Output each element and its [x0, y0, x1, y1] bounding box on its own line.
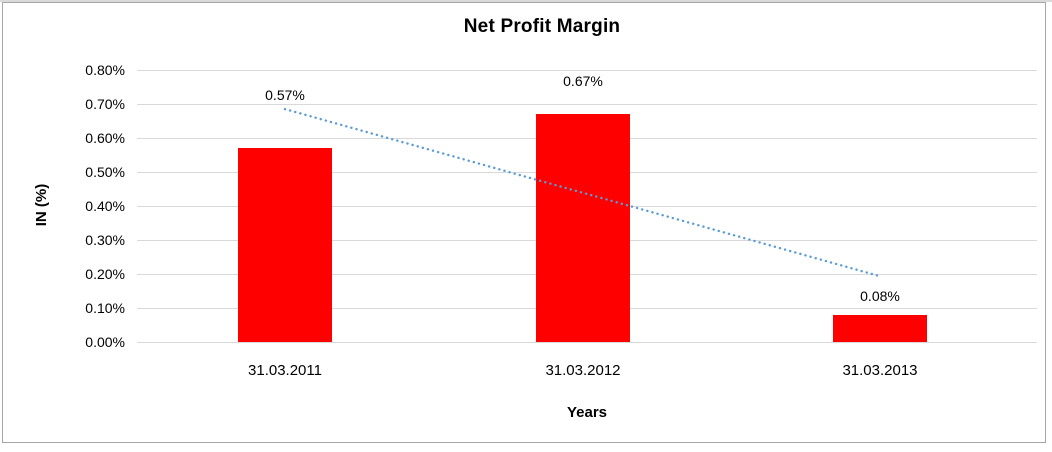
window-edge [0, 0, 1052, 2]
y-axis-tick-label: 0.60% [85, 130, 125, 146]
x-axis-category-label: 31.03.2012 [545, 362, 621, 379]
y-axis-tick-label: 0.30% [85, 232, 125, 248]
y-axis-title: IN (%) [33, 183, 50, 227]
bar-31.03.2013 [833, 315, 927, 342]
y-axis-tick-label: 0.40% [85, 198, 125, 214]
x-axis-category-label: 31.03.2013 [842, 362, 918, 379]
bar-31.03.2012 [536, 114, 630, 342]
gridline [137, 342, 1037, 343]
y-axis-tick-label: 0.20% [85, 266, 125, 282]
gridline [137, 104, 1037, 105]
y-axis-tick-label: 0.00% [85, 334, 125, 350]
y-axis-tick-label: 0.80% [85, 62, 125, 78]
bar-data-label: 0.08% [860, 288, 900, 304]
y-axis-tick-label: 0.10% [85, 300, 125, 316]
x-axis-title: Years [566, 404, 608, 421]
y-axis-tick-label: 0.50% [85, 164, 125, 180]
bar-data-label: 0.57% [265, 87, 305, 103]
chart-title: Net Profit Margin [463, 16, 621, 37]
y-axis-tick-label: 0.70% [85, 96, 125, 112]
gridline [137, 70, 1037, 71]
bar-31.03.2011 [238, 148, 332, 342]
x-axis-category-label: 31.03.2011 [248, 362, 322, 379]
bar-data-label: 0.67% [563, 73, 603, 89]
